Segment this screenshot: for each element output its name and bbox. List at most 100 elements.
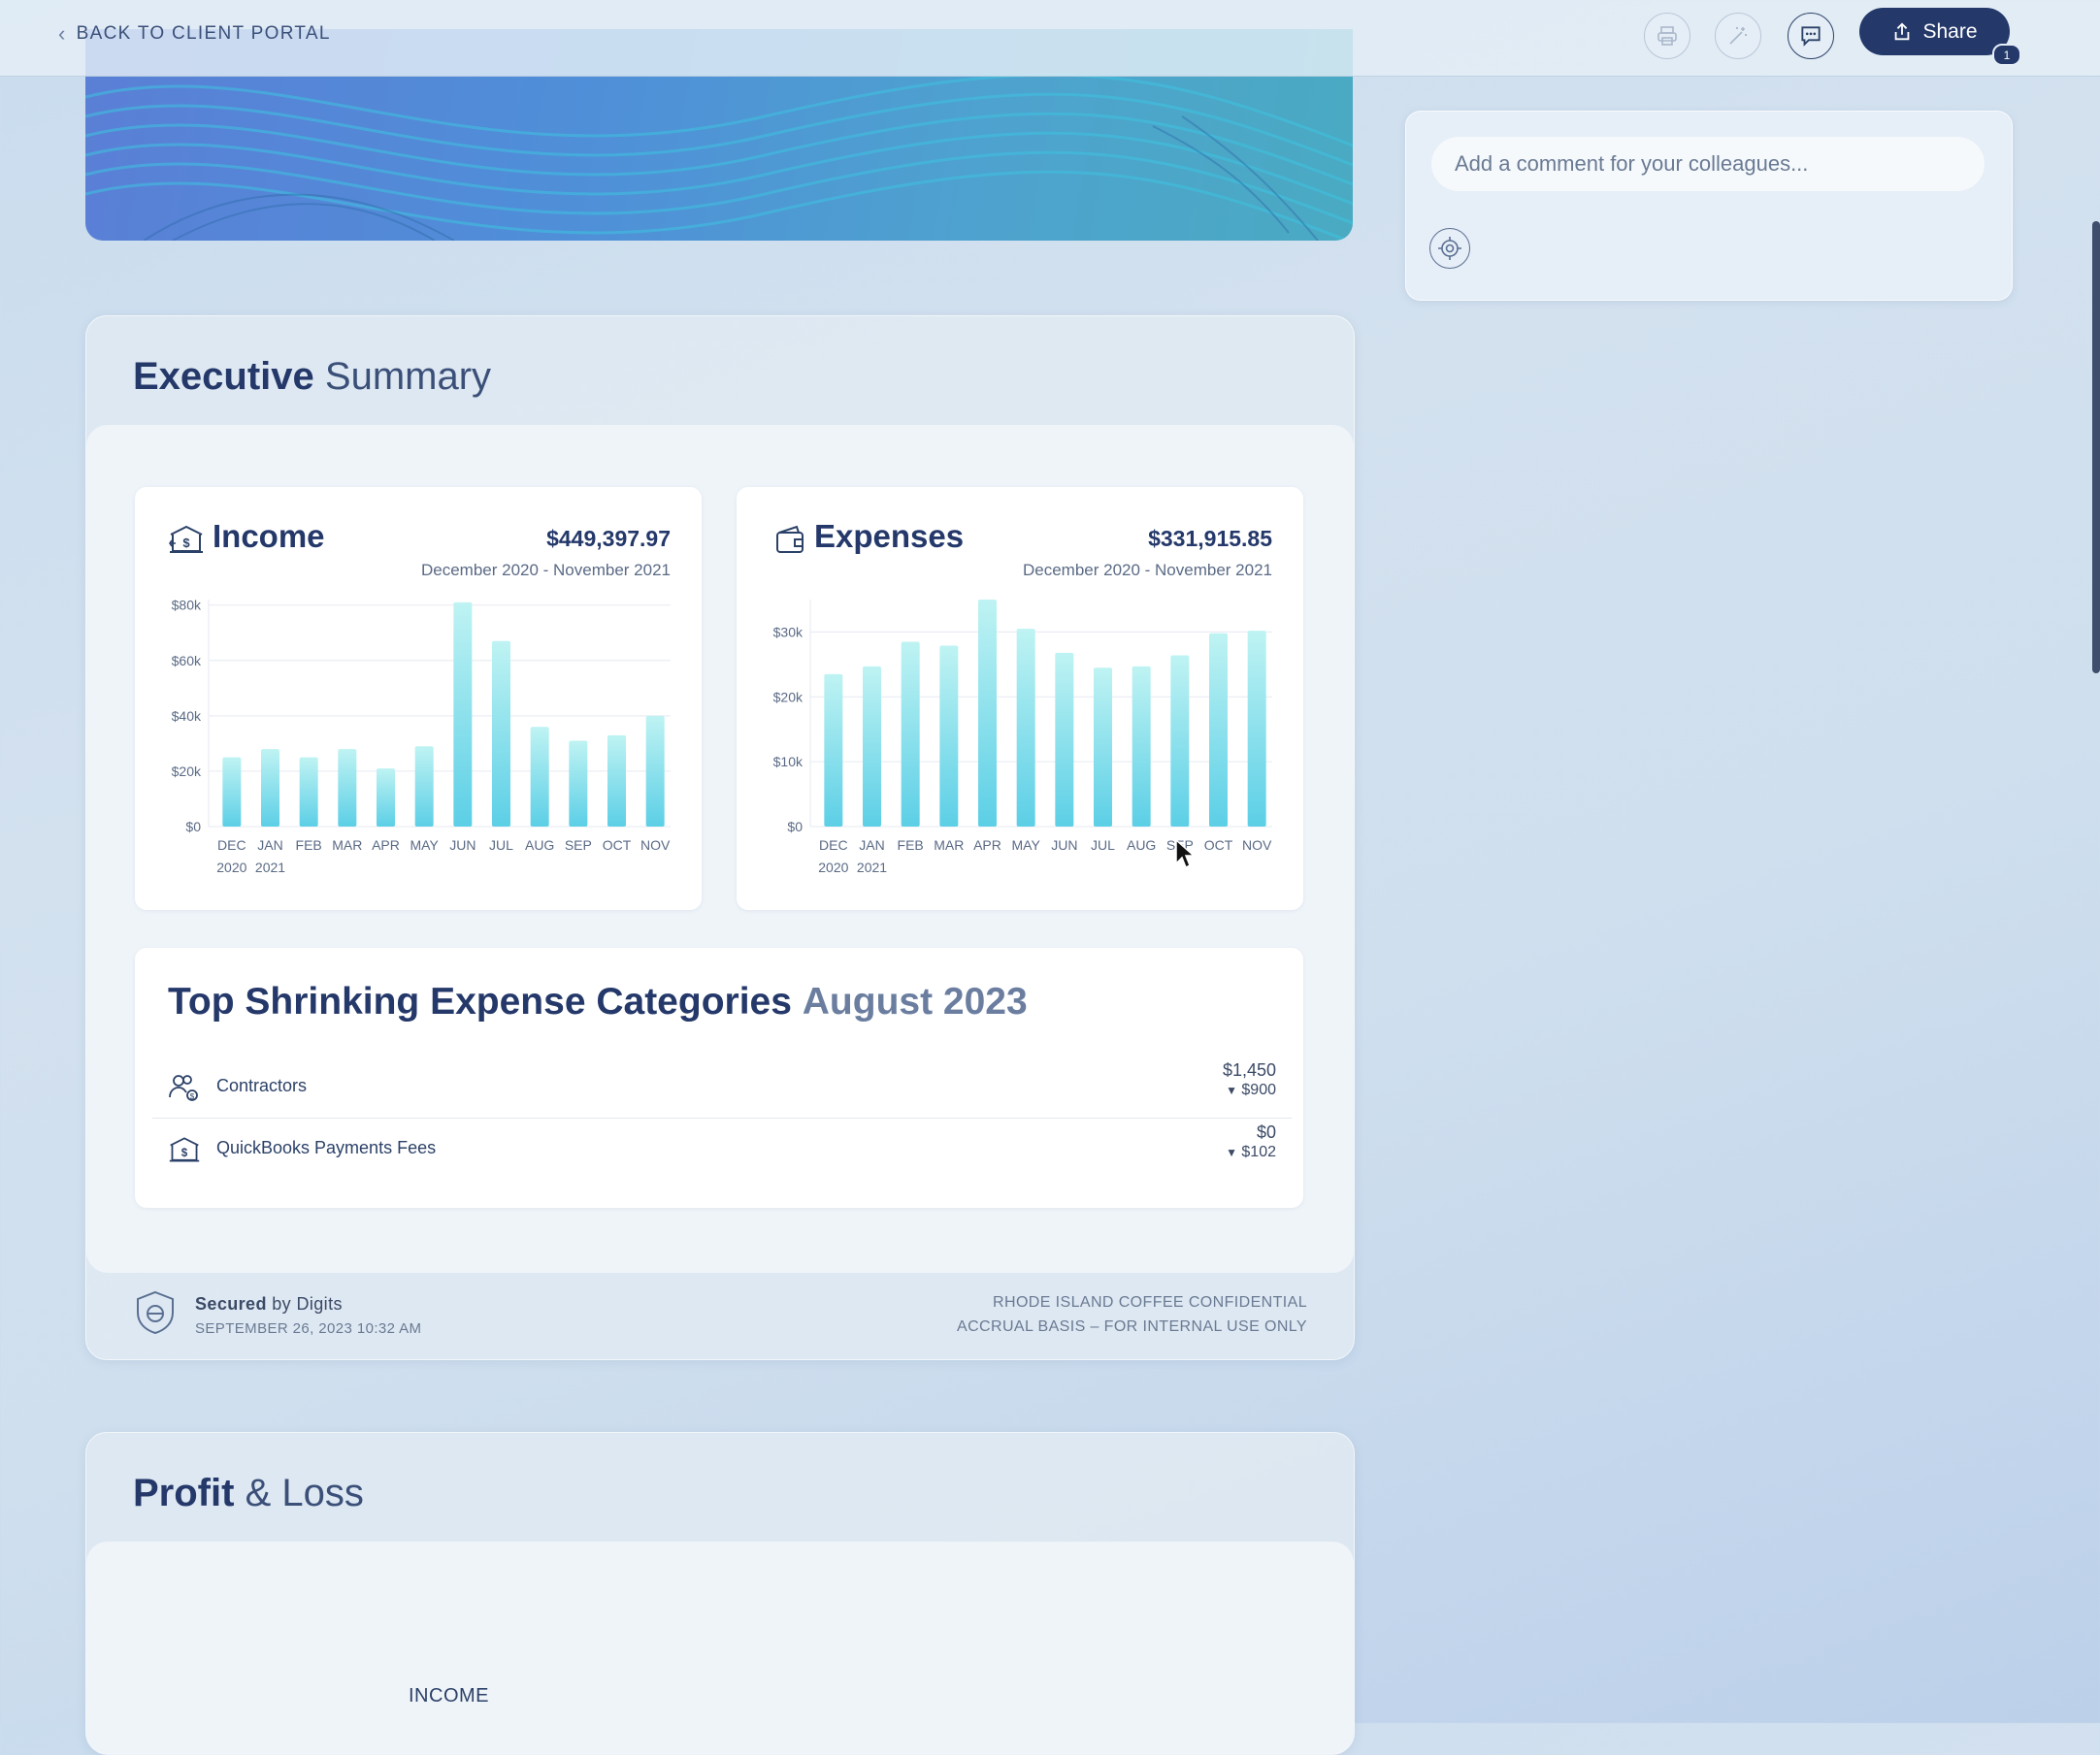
chart-bar [1094, 667, 1112, 827]
y-tick-label: $40k [172, 708, 202, 724]
secured-timestamp: SEPTEMBER 26, 2023 10:32 AM [195, 1320, 422, 1337]
share-icon [1895, 21, 1910, 40]
category-change: ▼ $900 [1226, 1082, 1276, 1099]
y-tick-label: $60k [172, 653, 202, 668]
accrual-basis-label: ACCRUAL BASIS – FOR INTERNAL USE ONLY [957, 1318, 1307, 1335]
income-section-label: INCOME [409, 1685, 489, 1706]
chart-bar [978, 600, 997, 827]
magic-wand-button[interactable] [1715, 13, 1761, 59]
chart-bar [607, 734, 626, 827]
y-tick-label: $20k [172, 764, 202, 779]
chart-bar [863, 666, 881, 827]
x-tick-label: JUN [449, 837, 476, 853]
comments-button[interactable] [1788, 13, 1834, 59]
secured-rest: by Digits [266, 1294, 343, 1314]
banner-wave-pattern [85, 73, 1353, 241]
chart-bar [1016, 629, 1035, 827]
chart-bar [492, 640, 510, 827]
category-name: Contractors [216, 1076, 308, 1095]
chart-bar [1247, 631, 1266, 827]
executive-summary-title: Executive Summary [133, 355, 491, 399]
profit-loss-title: Profit & Loss [133, 1472, 364, 1515]
x-tick-label: JUN [1051, 837, 1077, 853]
profit-loss-card: Profit & Loss INCOME [85, 1432, 1355, 1755]
chart-bar [1132, 666, 1151, 827]
x-tick-label: FEB [296, 837, 322, 853]
comment-input[interactable] [1431, 137, 1985, 191]
x-tick-label: NOV [640, 837, 671, 853]
share-button[interactable]: Share [1859, 8, 2010, 55]
chart-bar [530, 727, 549, 827]
list-item[interactable]: $ Contractors $1,450 ▼ $900 [152, 1056, 1292, 1119]
contractors-icon: $ [169, 1075, 198, 1101]
chart-bar [414, 746, 434, 827]
digits-shield-icon [137, 1290, 174, 1335]
top-bar: ‹ BACK TO CLIENT PORTAL Share 1 [0, 0, 2100, 77]
category-value: $0 [1256, 1122, 1276, 1142]
y-tick-label: $0 [185, 819, 201, 834]
x-tick-label: JUL [489, 837, 513, 853]
svg-text:$: $ [182, 536, 190, 550]
scrollbar-thumb[interactable] [2092, 221, 2100, 673]
x-tick-label: AUG [1127, 837, 1156, 853]
share-count-badge: 1 [1992, 44, 2021, 66]
chart-bar [338, 749, 357, 827]
printer-icon [1657, 26, 1677, 46]
category-change-value: $900 [1241, 1082, 1276, 1098]
back-to-client-portal-link[interactable]: ‹ BACK TO CLIENT PORTAL [58, 21, 331, 47]
x-year-label: 2021 [255, 860, 285, 875]
y-tick-label: $30k [773, 624, 804, 639]
x-tick-label: SEP [565, 837, 592, 853]
y-tick-label: $80k [172, 598, 202, 613]
expenses-amount: $331,915.85 [1148, 526, 1272, 551]
y-tick-label: $0 [787, 819, 803, 834]
y-tick-label: $10k [773, 754, 804, 769]
magic-wand-icon [1729, 27, 1747, 45]
income-panel[interactable]: $ Income $449,397.97 December 2020 - Nov… [135, 487, 702, 910]
x-tick-label: AUG [525, 837, 554, 853]
title-light: & Loss [245, 1472, 364, 1514]
svg-text:$: $ [181, 1147, 188, 1159]
expenses-panel[interactable]: Expenses $331,915.85 December 2020 - Nov… [737, 487, 1303, 910]
category-value: $1,450 [1222, 1060, 1276, 1080]
x-year-label: 2020 [818, 860, 848, 875]
title-light: Summary [324, 355, 492, 398]
executive-summary-card: Executive Summary $ Income $449,397.97 D… [85, 315, 1355, 1360]
comment-panel [1405, 111, 2013, 301]
chart-bar [1055, 652, 1074, 827]
title-bold: Executive [133, 355, 314, 398]
shrinking-categories-title: Top Shrinking Expense Categories August … [168, 981, 1028, 1024]
x-tick-label: MAR [934, 837, 964, 853]
shrinking-title-bold: Top Shrinking Expense Categories [168, 981, 792, 1023]
x-year-label: 2020 [216, 860, 246, 875]
x-tick-label: OCT [603, 837, 632, 853]
expenses-bar-chart: $0 $10k $20k $30k DEC JAN FEB MAR APR MAY JUN JUL AU… [773, 600, 1272, 875]
category-change: ▼ $102 [1226, 1144, 1276, 1161]
chart-bar [261, 749, 279, 827]
executive-summary-body: $ Income $449,397.97 December 2020 - Nov… [86, 425, 1354, 1273]
chart-bar [377, 768, 395, 827]
mouse-cursor-icon [1175, 838, 1196, 869]
x-tick-label: JAN [257, 837, 282, 853]
x-tick-label: OCT [1204, 837, 1233, 853]
comment-icon [1801, 26, 1821, 47]
print-button[interactable] [1644, 13, 1690, 59]
list-item[interactable]: $ QuickBooks Payments Fees $0 ▼ $102 [152, 1119, 1292, 1180]
target-button[interactable] [1429, 228, 1470, 269]
secured-by-label: Secured by Digits [195, 1294, 343, 1315]
share-button-label: Share [1922, 19, 1978, 43]
chart-bar [901, 641, 920, 827]
income-bar-chart: $0 $20k $40k $60k $80k DEC JAN FEB MAR APR MAY JUN J… [172, 598, 671, 875]
x-year-label: 2021 [857, 860, 887, 875]
wallet-icon [776, 525, 804, 553]
category-name: QuickBooks Payments Fees [216, 1138, 437, 1157]
chart-bar [299, 757, 318, 827]
down-arrow-icon: ▼ [1226, 1084, 1237, 1097]
shrinking-title-month: August 2023 [802, 981, 1028, 1023]
income-date-range: December 2020 - November 2021 [420, 561, 671, 579]
chart-bar [645, 715, 665, 827]
svg-text:$: $ [190, 1092, 195, 1101]
income-title: Income [213, 518, 325, 554]
chart-bar [824, 673, 843, 827]
x-tick-label: DEC [819, 837, 848, 853]
